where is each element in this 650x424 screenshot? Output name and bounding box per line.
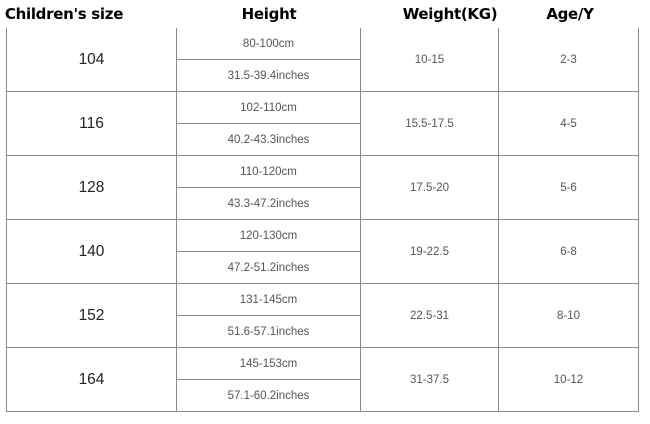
height-inches-cell: 43.3-47.2inches [176,187,361,220]
weight-cell: 17.5-20 [360,155,499,220]
height-cm-cell: 80-100cm [176,28,361,60]
header-age: Age/Y [546,5,594,23]
table-row: 104 80-100cm 10-15 2-3 [6,28,639,92]
table-subrow: 40.2-43.3inches [7,123,639,156]
height-inches-cell: 40.2-43.3inches [176,123,361,156]
size-cell: 140 [6,219,177,284]
table-subrow: 51.6-57.1inches [7,315,639,348]
age-cell: 8-10 [498,283,639,348]
header-size: Children's size [4,5,124,23]
size-cell: 128 [6,155,177,220]
age-cell: 2-3 [498,28,639,92]
height-cm-cell: 110-120cm [176,155,361,188]
height-inches-cell: 31.5-39.4inches [176,59,361,92]
weight-cell: 15.5-17.5 [360,91,499,156]
size-cell: 164 [6,347,177,412]
height-cm-cell: 102-110cm [176,91,361,124]
table-row: 164 145-153cm 31-37.5 10-12 [6,347,639,412]
height-inches-cell: 51.6-57.1inches [176,315,361,348]
height-cm-cell: 131-145cm [176,283,361,316]
header-weight: Weight(KG) [402,5,498,23]
weight-cell: 22.5-31 [360,283,499,348]
size-chart-table: 104 80-100cm 10-15 2-3 31.5-39.4inches 116… [6,28,639,412]
header-height: Height [241,5,297,23]
table-subrow: 57.1-60.2inches [7,379,639,412]
table-subrow: 31.5-39.4inches [7,59,639,92]
weight-cell: 10-15 [360,28,499,92]
age-cell: 4-5 [498,91,639,156]
table-row: 116 102-110cm 15.5-17.5 4-5 [6,91,639,156]
size-cell: 104 [6,28,177,92]
height-inches-cell: 57.1-60.2inches [176,379,361,412]
table-row: 152 131-145cm 22.5-31 8-10 [6,283,639,348]
age-cell: 5-6 [498,155,639,220]
size-cell: 152 [6,283,177,348]
height-cm-cell: 145-153cm [176,347,361,380]
table-row: 140 120-130cm 19-22.5 6-8 [6,219,639,284]
weight-cell: 31-37.5 [360,347,499,412]
weight-cell: 19-22.5 [360,219,499,284]
age-cell: 6-8 [498,219,639,284]
table-row: 128 110-120cm 17.5-20 5-6 [6,155,639,220]
table-subrow: 47.2-51.2inches [7,251,639,284]
height-cm-cell: 120-130cm [176,219,361,252]
height-inches-cell: 47.2-51.2inches [176,251,361,284]
age-cell: 10-12 [498,347,639,412]
size-cell: 116 [6,91,177,156]
